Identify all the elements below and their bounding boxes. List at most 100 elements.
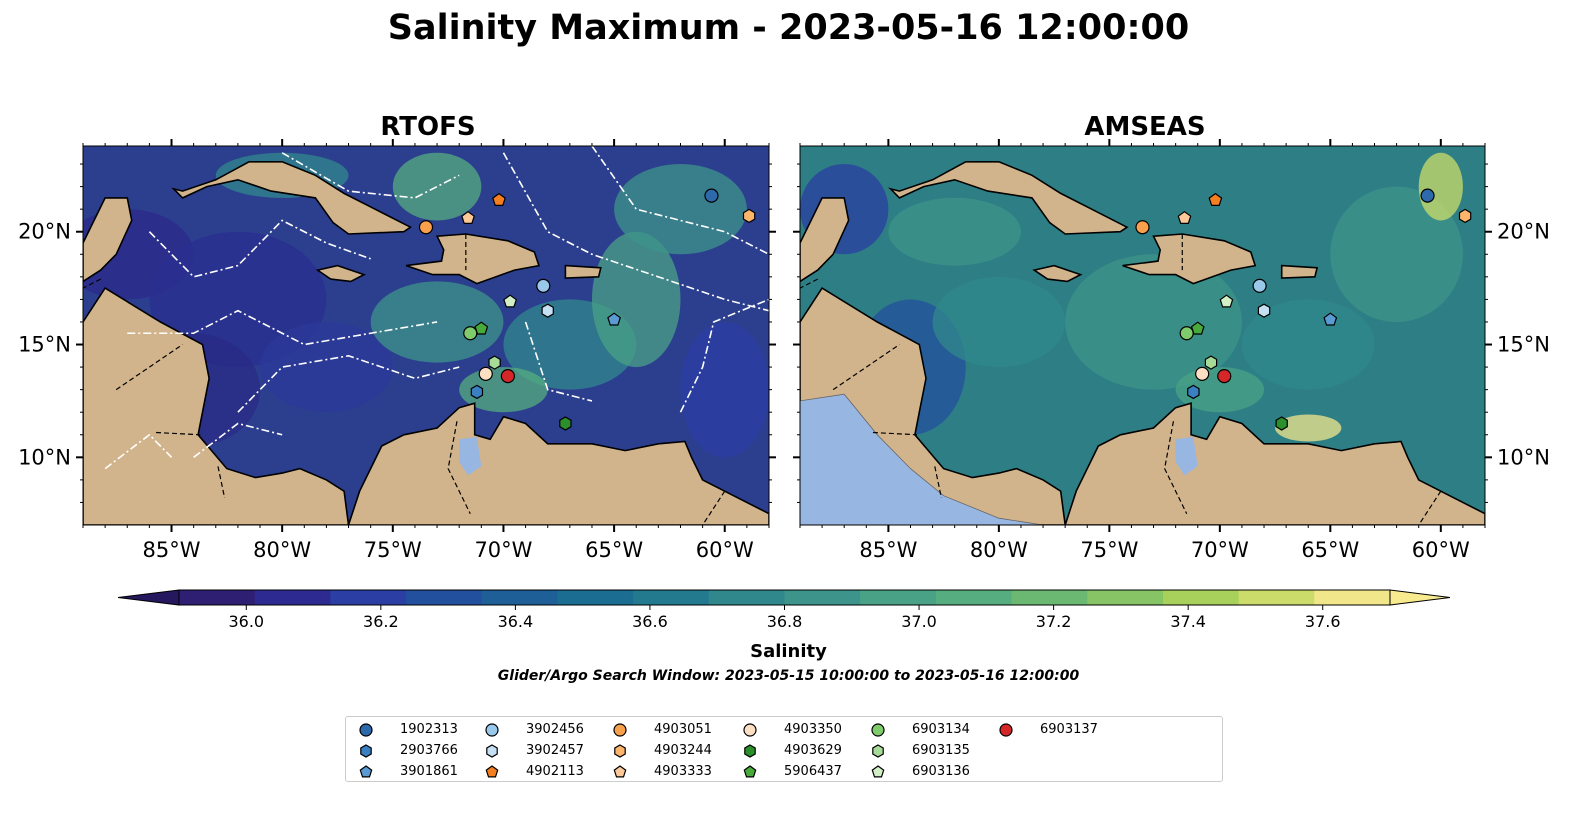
land-yucatan <box>83 197 133 283</box>
legend-marker-pentagon <box>613 765 627 778</box>
map-frame <box>82 145 770 526</box>
colorbar: 36.0 36.2 36.4 36.6 36.8 37.0 37.2 37.4 37.6 <box>117 589 1451 631</box>
legend-marker-circle <box>359 723 373 737</box>
legend-marker-circle <box>613 723 627 737</box>
colorbar-tick-label: 37.2 <box>1036 612 1072 631</box>
land-jamaica <box>1032 264 1083 283</box>
legend-marker-shape <box>871 723 885 737</box>
legend-marker-pentagon <box>743 765 757 778</box>
platform-marker-4903333 <box>461 210 475 224</box>
legend-label: 4903333 <box>654 764 712 779</box>
platform-marker-4903244 <box>742 208 756 224</box>
legend-label: 6903135 <box>912 743 970 758</box>
colorbar-segment <box>784 590 861 605</box>
colorbar-segment <box>1238 590 1315 605</box>
legend-label: 2903766 <box>400 743 458 758</box>
land-southAmerica <box>1064 402 1485 525</box>
lon-tick-label-amseas: 60°W <box>1412 538 1470 562</box>
legend-marker-circle <box>999 723 1013 737</box>
lat-tick-label-amseas: 20°N <box>1497 220 1550 244</box>
pacific-mask <box>800 393 1044 525</box>
lon-tick-label-rtofs: 80°W <box>253 538 311 562</box>
legend-label: 6903137 <box>1040 722 1098 737</box>
legend-marker-circle <box>871 723 885 737</box>
colorbar-segment <box>1314 590 1391 605</box>
platform-marker-4903051 <box>418 220 434 235</box>
lat-tick-label-rtofs: 10°N <box>18 445 71 469</box>
legend-label: 5906437 <box>784 764 842 779</box>
legend-marker-shape <box>743 723 757 737</box>
legend-marker-hexagon <box>486 744 498 758</box>
platform-marker-3901861 <box>607 312 622 326</box>
search-window-caption: Glider/Argo Search Window: 2023-05-15 10… <box>497 668 1080 684</box>
colorbar-segment <box>481 590 558 605</box>
platform-marker-3902457 <box>541 303 554 318</box>
legend-label: 3902456 <box>526 722 584 737</box>
legend-label: 6903136 <box>912 764 970 779</box>
platform-marker-4903350 <box>1195 366 1210 381</box>
lat-tick-label-amseas: 15°N <box>1497 333 1550 357</box>
platform-marker-6903136 <box>503 294 518 308</box>
legend-marker-hexagon <box>744 744 756 758</box>
colorbar-segment <box>557 590 634 605</box>
colorbar-tick-label: 36.0 <box>228 612 264 631</box>
panel-title-rtofs: RTOFS <box>380 112 476 142</box>
legend-label: 4902113 <box>526 764 584 779</box>
legend-label: 3902457 <box>526 743 584 758</box>
colorbar-tick-label: 36.6 <box>632 612 668 631</box>
platform-marker-4903051 <box>1135 220 1150 235</box>
land-maracaiboLake <box>1175 437 1198 476</box>
legend-marker-circle <box>485 723 499 737</box>
colorbar-segment <box>633 590 710 605</box>
platform-marker-3901861 <box>1323 312 1338 326</box>
map-panel-amseas <box>800 146 1485 525</box>
legend-marker-shape <box>485 723 499 737</box>
colorbar-label: Salinity <box>750 641 827 662</box>
legend-marker-shape <box>744 744 756 758</box>
land-cuba <box>171 161 413 235</box>
platform-marker-1902313 <box>704 188 719 203</box>
colorbar-tick-label: 36.4 <box>498 612 534 631</box>
colorbar-segment <box>708 590 785 605</box>
platform-legend: 1902313 2903766 3901861 3902456 3902457 49021… <box>345 716 1223 782</box>
platform-marker-1902313 <box>1420 188 1435 203</box>
platform-marker-4903350 <box>478 366 493 381</box>
land-cuba <box>888 161 1129 235</box>
colorbar-over-arrow <box>1389 589 1451 606</box>
lon-tick-label-amseas: 85°W <box>859 538 917 562</box>
land-maracaiboLake <box>459 437 482 476</box>
legend-label: 4903629 <box>784 743 842 758</box>
lon-tick-label-rtofs: 60°W <box>696 538 754 562</box>
colorbar-segment <box>935 590 1013 605</box>
legend-marker-shape <box>485 765 499 778</box>
platform-marker-3902456 <box>1252 278 1267 293</box>
platform-marker-4903333 <box>1177 210 1192 224</box>
colorbar-tick-label: 36.2 <box>363 612 399 631</box>
platform-marker-6903135 <box>488 355 501 370</box>
lon-tick-label-amseas: 70°W <box>1191 538 1249 562</box>
platform-marker-4903244 <box>1458 208 1472 224</box>
land-yucatan <box>800 197 850 283</box>
legend-marker-shape <box>871 765 885 778</box>
legend-marker-shape <box>613 765 627 778</box>
panel-title-amseas: AMSEAS <box>1084 112 1206 142</box>
legend-label: 4903350 <box>784 722 842 737</box>
colorbar-segment <box>860 590 937 605</box>
lon-tick-label-rtofs: 75°W <box>364 538 422 562</box>
platform-marker-5906437 <box>1190 321 1205 335</box>
colorbar-segment <box>1162 590 1240 605</box>
legend-marker-pentagon <box>359 765 373 778</box>
legend-label: 1902313 <box>400 722 458 737</box>
land-hispaniola <box>1122 233 1257 285</box>
legend-label: 6903134 <box>912 722 970 737</box>
legend-marker-shape <box>359 723 373 737</box>
land-puertoRico <box>1280 264 1319 279</box>
figure-title: Salinity Maximum - 2023-05-16 12:00:00 <box>387 8 1190 48</box>
lat-tick-label-rtofs: 15°N <box>18 333 71 357</box>
map-frame <box>799 145 1486 526</box>
legend-marker-shape <box>872 744 884 758</box>
platform-marker-6903134 <box>463 326 478 341</box>
platform-marker-4902113 <box>1208 192 1223 206</box>
lat-tick-label-rtofs: 20°N <box>18 220 71 244</box>
